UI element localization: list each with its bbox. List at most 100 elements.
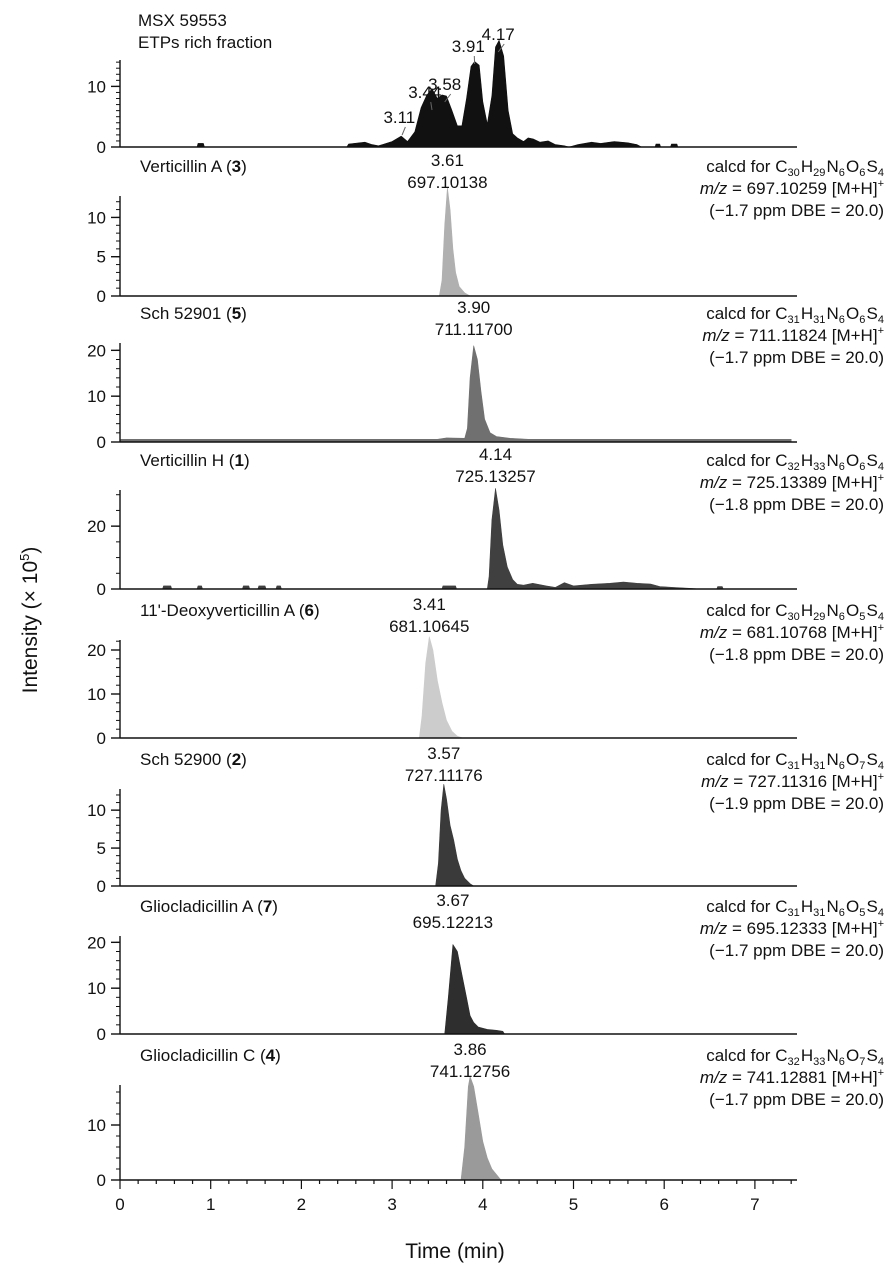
compound-name-close: ) <box>241 750 247 769</box>
calc-ppm-line: (−1.7 ppm DBE = 20.0) <box>709 348 884 367</box>
compound-name-text: Gliocladicillin A ( <box>140 897 263 916</box>
compound-name: 11'-Deoxyverticillin A (6) <box>140 601 320 620</box>
compound-number: 1 <box>234 451 243 470</box>
observed-mz-label: 727.11176 <box>405 766 483 785</box>
calc-mz-line: m/z = 727.11316 [M+H]+ <box>701 771 884 791</box>
x-tick-label: 5 <box>569 1195 578 1214</box>
y-tick-label: 0 <box>97 1171 106 1190</box>
peak-leader-line <box>444 93 452 103</box>
chromatogram-trace <box>119 944 792 1035</box>
compound-name: Gliocladicillin C (4) <box>140 1046 281 1065</box>
x-tick-label: 3 <box>387 1195 396 1214</box>
calc-formula-line: calcd for C30 H29 N6 O6 S4 <box>706 157 884 179</box>
x-tick-label: 4 <box>478 1195 487 1214</box>
y-tick-label: 10 <box>87 979 106 998</box>
compound-number: 7 <box>263 897 272 916</box>
compound-name: Sch 52901 (5) <box>140 304 247 323</box>
calc-mz-line: m/z = 741.12881 [M+H]+ <box>700 1067 884 1087</box>
compound-number: 5 <box>232 304 241 323</box>
y-tick-label: 10 <box>87 77 106 96</box>
compound-name: Gliocladicillin A (7) <box>140 897 278 916</box>
retention-time-label: 3.57 <box>427 744 460 763</box>
peak-leader-line <box>401 126 406 136</box>
compound-name-text: Sch 52901 ( <box>140 304 232 323</box>
calc-ppm-line: (−1.7 ppm DBE = 20.0) <box>709 201 884 220</box>
calc-formula-line: calcd for C30 H29 N6 O5 S4 <box>706 601 884 623</box>
compound-name-close: ) <box>244 451 250 470</box>
observed-mz-label: 725.13257 <box>455 467 535 486</box>
calc-ppm-line: (−1.8 ppm DBE = 20.0) <box>709 645 884 664</box>
y-tick-label: 0 <box>97 433 106 452</box>
calc-mz-line: m/z = 695.12333 [M+H]+ <box>700 918 884 938</box>
y-tick-label: 10 <box>87 1116 106 1135</box>
compound-number: 4 <box>266 1046 276 1065</box>
compound-number: 6 <box>305 601 314 620</box>
calc-ppm-line: (−1.7 ppm DBE = 20.0) <box>709 941 884 960</box>
y-tick-label: 0 <box>97 287 106 306</box>
calc-formula-line: calcd for C31 H31 N6 O5 S4 <box>706 897 884 919</box>
y-tick-label: 10 <box>87 387 106 406</box>
retention-time-label: 3.41 <box>413 595 446 614</box>
y-axis-label: Intensity (× 105) <box>17 547 42 694</box>
panel-6: 0 5 10 Sch 52900 (2) 3.57 727.11176 calcd for … <box>87 744 884 896</box>
compound-name-close: ) <box>272 897 278 916</box>
y-tick-label: 5 <box>97 248 106 267</box>
y-tick-label: 10 <box>87 208 106 227</box>
chromatogram-trace <box>119 488 792 590</box>
compound-name: Verticillin A (3) <box>140 157 247 176</box>
panel-5: 0 10 20 11'-Deoxyverticillin A (6) 3.41 681.1… <box>87 595 884 748</box>
retention-time-label: 3.86 <box>454 1040 487 1059</box>
calc-formula-line: calcd for C31 H31 N6 O7 S4 <box>706 750 884 772</box>
y-tick-label: 20 <box>87 933 106 952</box>
calc-mz-line: m/z = 697.10259 [M+H]+ <box>700 178 884 198</box>
y-tick-label: 10 <box>87 801 106 820</box>
compound-name-close: ) <box>275 1046 281 1065</box>
y-tick-label: 10 <box>87 685 106 704</box>
x-tick-label: 2 <box>297 1195 306 1214</box>
calc-formula-line: calcd for C32 H33 N6 O7 S4 <box>706 1046 884 1068</box>
y-tick-label: 20 <box>87 517 106 536</box>
chromatogram-trace <box>119 1076 792 1181</box>
peak-leader-line <box>497 43 505 53</box>
observed-mz-label: 741.12756 <box>430 1062 510 1081</box>
compound-name-text: Gliocladicillin C ( <box>140 1046 266 1065</box>
chromatogram-trace <box>119 784 792 887</box>
x-tick-label: 1 <box>206 1195 215 1214</box>
panel-7: 0 10 20 Gliocladicillin A (7) 3.67 695.12213 c… <box>87 891 884 1044</box>
compound-number: 2 <box>232 750 241 769</box>
observed-mz-label: 697.10138 <box>407 173 487 192</box>
panel-8: 0 10 Gliocladicillin C (4) 3.86 741.12756 cal… <box>87 1040 884 1190</box>
y-tick-label: 20 <box>87 641 106 660</box>
compound-name-text: Verticillin A ( <box>140 157 232 176</box>
compound-name-text: Verticillin H ( <box>140 451 235 470</box>
compound-number: 3 <box>232 157 241 176</box>
calc-ppm-line: (−1.7 ppm DBE = 20.0) <box>709 1090 884 1109</box>
y-tick-label: 5 <box>97 839 106 858</box>
compound-name: Sch 52900 (2) <box>140 750 247 769</box>
retention-time-label: 3.61 <box>431 151 464 170</box>
y-tick-label: 0 <box>97 729 106 748</box>
calc-formula-line: calcd for C32 H33 N6 O6 S4 <box>706 451 884 473</box>
calc-formula-line: calcd for C31 H31 N6 O6 S4 <box>706 304 884 326</box>
y-tick-label: 0 <box>97 580 106 599</box>
panel-2: 0 5 10 Verticillin A (3) 3.61 697.10138 calcd … <box>87 151 884 306</box>
calc-ppm-line: (−1.8 ppm DBE = 20.0) <box>709 495 884 514</box>
calc-mz-line: m/z = 725.13389 [M+H]+ <box>700 472 884 492</box>
retention-time-label: 3.67 <box>436 891 469 910</box>
compound-name: Verticillin H (1) <box>140 451 250 470</box>
retention-time-label: 4.14 <box>479 445 512 464</box>
compound-name-close: ) <box>241 157 247 176</box>
x-axis-label: Time (min) <box>405 1240 505 1263</box>
x-tick-label: 6 <box>659 1195 668 1214</box>
peak-label: 3.58 <box>428 75 461 94</box>
sample-name-line: ETPs rich fraction <box>138 33 272 52</box>
compound-name-close: ) <box>314 601 320 620</box>
chromatogram-trace <box>119 636 792 739</box>
x-tick-label: 7 <box>750 1195 759 1214</box>
peak-leader-line <box>430 101 433 111</box>
peak-label: 3.11 <box>383 108 415 127</box>
observed-mz-label: 681.10645 <box>389 617 469 636</box>
compound-name-close: ) <box>241 304 247 323</box>
